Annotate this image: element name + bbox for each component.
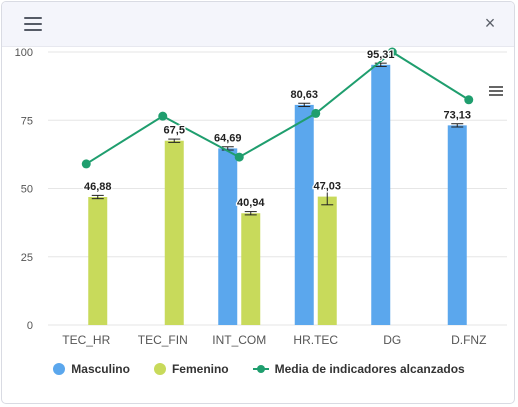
x-tick-label: D.FNZ [451, 333, 486, 347]
data-label: 80,63 [290, 89, 318, 101]
data-label: 73,13 [443, 109, 471, 121]
y-tick-label: 50 [21, 184, 33, 196]
x-tick-label: TEC_FIN [138, 333, 188, 347]
media-point[interactable] [81, 159, 91, 169]
x-tick-label: INT_COM [212, 333, 266, 347]
data-label: 64,69 [214, 132, 242, 144]
close-icon[interactable]: × [484, 13, 496, 33]
media-point[interactable] [387, 47, 397, 57]
legend-label-masculino: Masculino [71, 362, 130, 376]
card-header: × [2, 2, 514, 47]
data-label: 40,94 [237, 197, 265, 209]
data-label: 46,88 [84, 181, 112, 193]
media-point[interactable] [464, 95, 474, 105]
error-bars [91, 62, 464, 216]
bar-femenino[interactable] [317, 196, 337, 325]
legend-item-femenino[interactable]: Femenino [153, 362, 229, 376]
bar-masculino[interactable] [371, 64, 391, 325]
bar-femenino[interactable] [164, 140, 184, 325]
bar-masculino[interactable] [294, 104, 314, 325]
legend-item-media[interactable]: Media de indicadores alcanzados [252, 362, 465, 376]
media-point[interactable] [311, 108, 321, 118]
media-point[interactable] [158, 111, 168, 121]
data-label: 67,5 [164, 125, 185, 137]
legend-label-femenino: Femenino [171, 362, 229, 376]
x-axis-tick-labels: TEC_HR TEC_FIN INT_COM HR.TEC DG D.FNZ [62, 333, 486, 347]
chart-legend: Masculino Femenino Media de indicadores … [0, 358, 518, 380]
bar-femenino[interactable] [88, 197, 108, 325]
chart-export-menu-icon[interactable] [489, 86, 503, 96]
y-tick-label: 0 [27, 320, 33, 332]
bars [88, 64, 467, 325]
legend-item-masculino[interactable]: Masculino [53, 362, 130, 376]
bar-masculino[interactable] [218, 148, 238, 325]
legend-label-media: Media de indicadores alcanzados [274, 362, 465, 376]
data-labels: 64,69 80,63 95,31 73,13 46,88 67,5 40,94 47,03 [83, 48, 473, 211]
y-tick-label: 100 [15, 47, 33, 59]
y-tick-label: 75 [21, 115, 33, 127]
data-label: 47,03 [313, 181, 341, 193]
media-series-line [85, 50, 470, 165]
hamburger-menu-icon[interactable] [24, 17, 42, 31]
x-tick-label: HR.TEC [293, 333, 338, 347]
x-tick-label: DG [383, 333, 401, 347]
x-tick-label: TEC_HR [62, 333, 110, 347]
legend-marker-femenino [153, 363, 166, 375]
legend-marker-masculino [53, 363, 66, 375]
bar-masculino[interactable] [447, 125, 467, 325]
media-point[interactable] [234, 152, 244, 162]
grid-lines [48, 51, 507, 326]
media-line [81, 47, 474, 169]
y-tick-label: 25 [21, 252, 33, 264]
data-label: 95,31 [367, 49, 395, 61]
bar-femenino[interactable] [241, 213, 261, 325]
legend-marker-media [252, 363, 269, 375]
y-axis-tick-labels: 0 25 50 75 100 [15, 47, 33, 332]
